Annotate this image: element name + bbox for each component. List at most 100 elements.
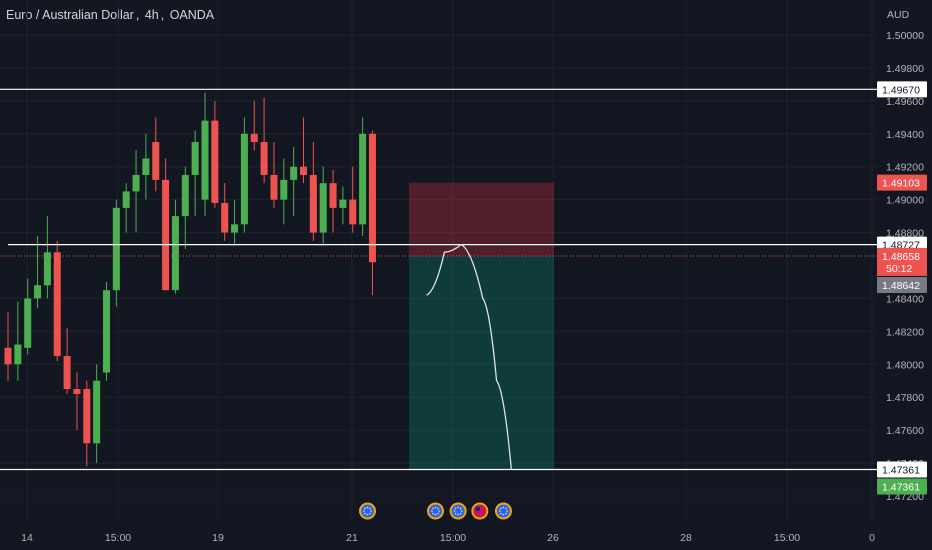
price-tick-label: 1.49600 bbox=[886, 96, 924, 108]
eu-flag-icon bbox=[496, 504, 510, 518]
time-tick-label: 14 bbox=[21, 532, 33, 544]
projection-curve bbox=[426, 243, 512, 470]
candle-up[interactable] bbox=[201, 120, 209, 200]
candle-up[interactable] bbox=[14, 344, 22, 365]
eu-star bbox=[454, 512, 457, 515]
chart-title: Euro / Australian Dollar, 4h, OANDA bbox=[6, 8, 215, 22]
price-tick-label: 1.48800 bbox=[886, 228, 924, 240]
candle-down[interactable] bbox=[4, 347, 12, 365]
candle-up[interactable] bbox=[103, 290, 110, 373]
candle-down[interactable] bbox=[260, 142, 268, 175]
event-markers bbox=[359, 502, 512, 520]
bid-price-tag-bg bbox=[877, 276, 927, 293]
candle-up[interactable] bbox=[122, 191, 130, 208]
candle-up[interactable] bbox=[240, 133, 248, 225]
candle-down[interactable] bbox=[53, 252, 61, 357]
candle-up[interactable] bbox=[93, 380, 101, 444]
candle-up[interactable] bbox=[191, 142, 199, 175]
grid-lines bbox=[0, 0, 877, 522]
candle-up[interactable] bbox=[359, 133, 367, 225]
candle-down[interactable] bbox=[73, 388, 81, 394]
candle-down[interactable] bbox=[152, 142, 160, 180]
eu-star bbox=[453, 510, 456, 512]
time-tick-label: 26 bbox=[547, 532, 559, 544]
candle-down[interactable] bbox=[329, 183, 337, 208]
candle-down[interactable] bbox=[300, 166, 307, 175]
eu-star bbox=[364, 512, 366, 515]
take-profit-zone[interactable] bbox=[409, 255, 554, 470]
candle-up[interactable] bbox=[181, 174, 189, 217]
price-tick-label: 1.49800 bbox=[886, 63, 924, 75]
symbol-name[interactable]: Euro / Australian Dollar bbox=[6, 8, 134, 22]
eu-star bbox=[457, 513, 459, 516]
candle-up[interactable] bbox=[231, 224, 239, 233]
time-tick-label: 21 bbox=[346, 532, 358, 544]
eu-star bbox=[505, 512, 507, 515]
candle-up[interactable] bbox=[132, 174, 140, 192]
au-flag-canton bbox=[475, 507, 480, 511]
candle-up[interactable] bbox=[319, 183, 327, 233]
candle-down[interactable] bbox=[309, 174, 317, 233]
eu-star bbox=[432, 507, 434, 510]
eu-star bbox=[369, 507, 371, 510]
candle-down[interactable] bbox=[63, 356, 71, 389]
currency-label: AUD bbox=[887, 9, 910, 21]
candle-down[interactable] bbox=[162, 179, 170, 291]
eu-star bbox=[369, 512, 371, 515]
candle-series bbox=[4, 92, 376, 467]
time-tick-label: 15:00 bbox=[774, 532, 800, 544]
price-tags: 1.496701.491031.487271.4865850:121.48642… bbox=[877, 81, 927, 495]
candle-down[interactable] bbox=[270, 174, 278, 200]
eu-star bbox=[366, 506, 369, 509]
eu-star bbox=[502, 506, 505, 509]
price-tick-label: 1.47800 bbox=[886, 392, 924, 404]
bid-price-tag: 1.48642 bbox=[882, 280, 920, 292]
candle-up[interactable] bbox=[112, 207, 120, 291]
upper-level-tag-bg bbox=[877, 81, 927, 98]
price-tick-label: 1.48400 bbox=[886, 293, 924, 305]
candle-up[interactable] bbox=[339, 199, 347, 208]
eu-star bbox=[432, 512, 434, 515]
stop-loss-zone[interactable] bbox=[409, 182, 554, 256]
candle-up[interactable] bbox=[290, 166, 298, 180]
price-tick-label: 1.48200 bbox=[886, 326, 924, 338]
eu-star bbox=[500, 507, 502, 510]
countdown-tag: 50:12 bbox=[886, 263, 912, 275]
price-tick-label: 1.49200 bbox=[886, 162, 924, 174]
price-tick-label: 1.49400 bbox=[886, 129, 924, 141]
candle-up[interactable] bbox=[280, 179, 288, 200]
candle-down[interactable] bbox=[349, 199, 357, 225]
candle-down[interactable] bbox=[368, 133, 376, 263]
price-tick-label: 1.49000 bbox=[886, 195, 924, 207]
candle-up[interactable] bbox=[24, 298, 32, 348]
time-tick-label: 0 bbox=[869, 532, 875, 544]
eu-star bbox=[437, 507, 439, 510]
projection-arc[interactable] bbox=[426, 243, 512, 470]
candle-up[interactable] bbox=[43, 252, 51, 286]
time-tick-label: 19 bbox=[212, 532, 224, 544]
time-tick-label: 28 bbox=[680, 532, 692, 544]
candle-down[interactable] bbox=[211, 120, 219, 203]
price-tick-label: 1.47600 bbox=[886, 425, 924, 437]
candle-down[interactable] bbox=[83, 388, 91, 444]
time-axis: 14 15:00 19 21 15:00 26 28 15:00 0 bbox=[21, 532, 875, 544]
eu-star bbox=[460, 510, 463, 512]
candle-up[interactable] bbox=[142, 158, 150, 175]
interval-label[interactable]: 4h bbox=[144, 8, 159, 22]
eu-flag-icon bbox=[428, 504, 442, 518]
broker-label: OANDA bbox=[169, 8, 215, 22]
eu-star bbox=[459, 512, 462, 515]
last-price-tag-bg bbox=[877, 247, 927, 276]
eu-flag-icon bbox=[451, 504, 465, 518]
candle-down[interactable] bbox=[250, 133, 258, 143]
eu-star bbox=[370, 510, 372, 512]
candle-up[interactable] bbox=[34, 285, 42, 299]
price-tick-label: 1.50000 bbox=[886, 30, 924, 42]
candle-down[interactable] bbox=[221, 202, 229, 233]
last-price-tag: 1.48658 bbox=[882, 251, 920, 263]
eu-star bbox=[500, 512, 502, 515]
price-tick-label: 1.48000 bbox=[886, 359, 924, 371]
candle-up[interactable] bbox=[171, 216, 179, 291]
target-level-tag-bg bbox=[877, 461, 927, 478]
